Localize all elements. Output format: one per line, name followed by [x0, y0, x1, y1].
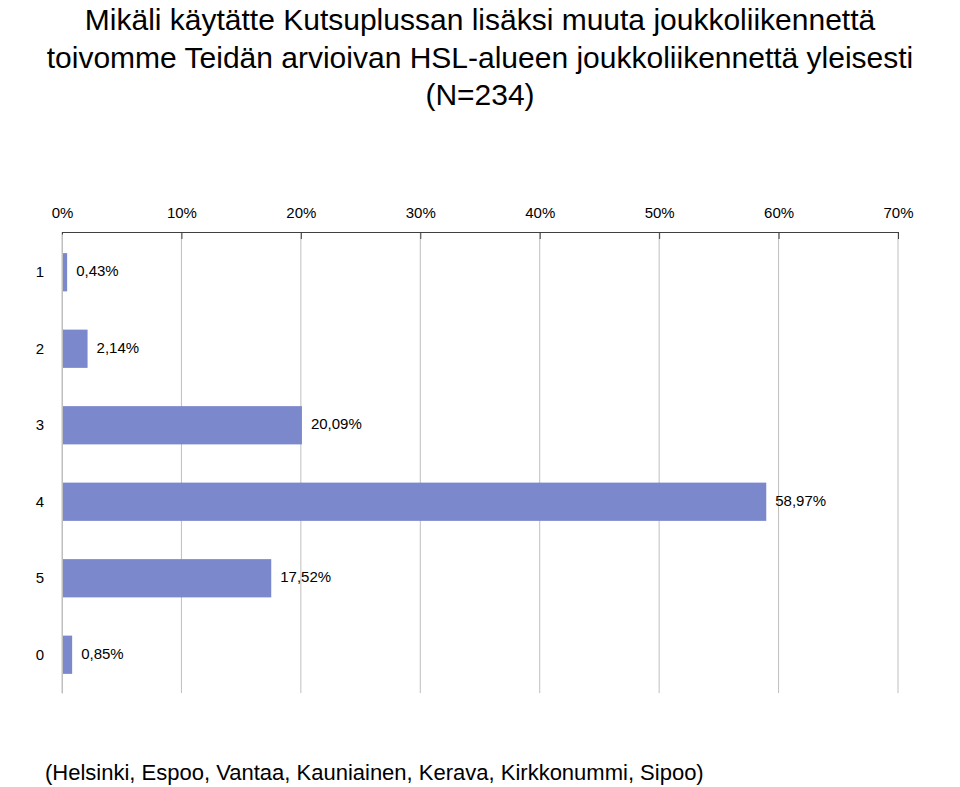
title: Mikäli käytätte Kutsuplussan lisäksi muu… — [47, 3, 914, 111]
bar — [62, 406, 302, 444]
x-tick: 10% — [167, 204, 197, 239]
x-tick: 70% — [883, 204, 913, 239]
annotation: (Helsinki, Espoo, Vantaa, Kauniainen, Ke… — [45, 760, 704, 785]
x-tick: 30% — [406, 204, 436, 239]
x-tick: 20% — [286, 204, 316, 239]
title-line: (N=234) — [425, 78, 534, 111]
data-labels: 0,43% 2,14% 20,09% 58,97% 17,52% 0,85% — [76, 262, 826, 662]
grid-line — [181, 232, 182, 693]
grid-line — [300, 232, 301, 693]
chart: Mikäli käytätte Kutsuplussan lisäksi muu… — [0, 0, 960, 787]
y-tick-label: 2 — [36, 340, 44, 357]
x-tick-label: 50% — [645, 204, 675, 221]
grid — [62, 232, 898, 693]
y-tick-label: 3 — [36, 416, 44, 433]
x-tick-label: 20% — [286, 204, 316, 221]
data-label: 0,43% — [76, 262, 119, 279]
x-tick: 50% — [645, 204, 675, 239]
y-tick-label: 0 — [36, 646, 44, 663]
x-tick-mark — [181, 232, 182, 239]
grid-line — [539, 232, 540, 693]
y-tick: 5 — [36, 569, 62, 586]
y-tick: 2 — [36, 340, 62, 357]
bar — [62, 636, 72, 674]
y-tick: 4 — [36, 493, 62, 510]
x-tick-label: 40% — [525, 204, 555, 221]
y-axis-line — [62, 235, 63, 694]
y-tick-label: 4 — [36, 493, 44, 510]
x-tick-label: 10% — [167, 204, 197, 221]
grid-line — [898, 232, 899, 693]
grid-line — [778, 232, 779, 693]
x-tick-label: 60% — [764, 204, 794, 221]
annotations: (Helsinki, Espoo, Vantaa, Kauniainen, Ke… — [45, 760, 704, 785]
title-line: toivomme Teidän arvioivan HSL-alueen jou… — [47, 41, 914, 74]
x-tick: 0% — [52, 204, 74, 239]
data-label: 2,14% — [97, 339, 140, 356]
y-tick-label: 5 — [36, 569, 44, 586]
grid-line — [420, 232, 421, 693]
x-tick-mark — [420, 232, 421, 239]
y-tick-label: 1 — [36, 263, 44, 280]
bar — [62, 559, 271, 597]
bar — [62, 330, 88, 368]
data-label: 17,52% — [280, 568, 331, 585]
title-line: Mikäli käytätte Kutsuplussan lisäksi muu… — [85, 3, 876, 36]
y-tick: 3 — [36, 416, 62, 433]
x-axis: 0% 10% 20% 30% 40% 50% 60% 70% — [52, 204, 914, 239]
grid-line — [62, 232, 63, 693]
x-tick-label: 70% — [883, 204, 913, 221]
x-tick: 40% — [525, 204, 555, 239]
bar — [62, 483, 766, 521]
x-axis-line — [63, 233, 899, 240]
y-tick: 0 — [36, 646, 62, 663]
x-tick: 60% — [764, 204, 794, 239]
data-label: 58,97% — [775, 492, 826, 509]
data-label: 20,09% — [311, 415, 362, 432]
x-tick-label: 30% — [406, 204, 436, 221]
x-tick-mark — [659, 232, 660, 239]
x-tick-mark — [301, 232, 302, 239]
grid-line — [659, 232, 660, 693]
y-axis: 1 2 3 4 5 0 — [36, 235, 63, 694]
y-tick: 1 — [36, 263, 62, 280]
bars — [62, 253, 766, 674]
x-tick-label: 0% — [52, 204, 74, 221]
x-tick-mark — [540, 232, 541, 239]
x-tick-mark — [898, 232, 899, 239]
x-tick-mark — [779, 232, 780, 239]
data-label: 0,85% — [81, 645, 124, 662]
